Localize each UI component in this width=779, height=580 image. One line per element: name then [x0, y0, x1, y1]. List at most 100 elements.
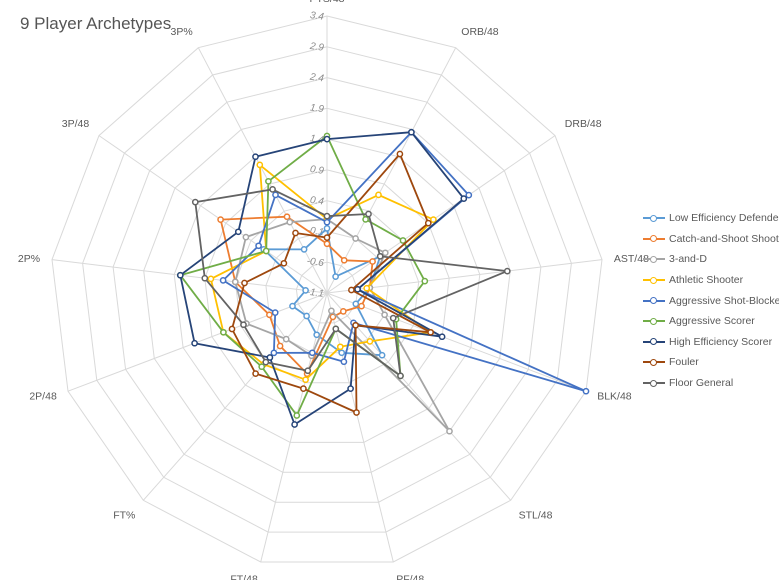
data-point — [191, 339, 198, 347]
data-point — [302, 376, 309, 384]
axis-label: PF/48 — [396, 574, 424, 580]
data-point — [234, 228, 242, 236]
data-point — [399, 237, 407, 244]
series-line — [234, 218, 451, 433]
legend-item: Aggressive Scorer — [643, 311, 779, 332]
data-point — [446, 427, 453, 435]
data-point — [381, 311, 388, 319]
grid-ring — [51, 15, 603, 563]
data-point — [240, 321, 247, 329]
legend-item: Catch-and-Shoot Shooter — [643, 229, 779, 250]
grid-ring — [204, 169, 450, 413]
legend-swatch — [643, 234, 665, 244]
data-point — [363, 284, 371, 292]
data-point — [421, 277, 429, 285]
data-point — [336, 343, 344, 351]
data-point — [270, 349, 278, 357]
data-point — [256, 161, 264, 169]
series-floor-general — [191, 186, 511, 380]
data-point — [347, 385, 354, 392]
data-point — [460, 195, 468, 202]
grid-ring — [143, 107, 511, 473]
legend-marker — [650, 214, 657, 222]
data-point — [332, 325, 340, 333]
series-line — [219, 215, 374, 375]
data-point — [375, 191, 382, 199]
data-point — [369, 258, 376, 265]
legend-marker — [650, 235, 657, 243]
data-point — [219, 277, 227, 284]
data-point — [300, 385, 307, 392]
data-point — [272, 191, 279, 199]
data-point — [176, 271, 184, 279]
data-point — [217, 216, 224, 223]
axis-spoke — [326, 135, 556, 294]
axis-label: BLK/48 — [597, 391, 632, 403]
data-point — [258, 363, 266, 371]
tick-label: 2.4 — [308, 72, 325, 85]
legend-label: Aggressive Shot-Blocker — [669, 294, 779, 307]
data-point — [354, 285, 361, 293]
legend-swatch — [643, 337, 665, 347]
axis-label: STL/48 — [519, 509, 553, 521]
legend-swatch — [643, 213, 665, 223]
data-point — [252, 153, 259, 161]
data-point — [269, 186, 276, 193]
axis-label: AST/48 — [614, 253, 649, 265]
tick-label: -0.6 — [306, 256, 325, 269]
data-point — [265, 177, 272, 185]
data-point — [266, 354, 274, 361]
data-point — [582, 387, 590, 395]
radar-grid — [51, 15, 603, 563]
axis-label: FT% — [113, 509, 135, 521]
data-point — [289, 302, 296, 310]
legend-item: 3-and-D — [643, 249, 779, 270]
legend-swatch — [643, 357, 665, 367]
legend-label: Low Efficiency Defender — [669, 212, 779, 225]
data-point — [332, 273, 339, 280]
legend-swatch — [643, 254, 665, 264]
legend-marker — [650, 255, 657, 263]
data-point — [303, 312, 310, 320]
data-point — [323, 212, 331, 220]
legend-marker — [650, 276, 657, 284]
data-point — [323, 234, 331, 241]
tick-label: 1.9 — [309, 102, 325, 115]
data-point — [293, 412, 301, 419]
data-point — [465, 191, 473, 199]
legend-label: High Efficiency Scorer — [669, 335, 773, 348]
axis-label: PTS/48 — [309, 0, 344, 5]
legend-item: Athletic Shooter — [643, 270, 779, 291]
tick-label: 0.4 — [309, 195, 325, 208]
axis-spoke — [326, 292, 587, 392]
data-point — [430, 216, 437, 223]
grid-ring — [173, 138, 481, 443]
legend-marker — [650, 297, 657, 305]
tick-label: -1.1 — [306, 287, 325, 300]
axis-spoke — [326, 292, 394, 563]
legend-label: Aggressive Scorer — [669, 315, 755, 328]
legend-marker — [650, 317, 657, 325]
data-point — [328, 307, 335, 315]
data-point — [340, 358, 348, 366]
radar-tick-labels: -1.1-0.6-0.10.40.91.41.92.42.93.4 — [306, 10, 325, 300]
data-point — [348, 286, 355, 294]
axis-label: 2P/48 — [29, 391, 57, 403]
data-point — [280, 259, 288, 267]
axis-spoke — [142, 292, 328, 501]
data-point — [408, 128, 415, 136]
data-point — [292, 229, 299, 237]
legend-label: Floor General — [669, 377, 734, 390]
grid-ring — [82, 46, 572, 533]
data-point — [323, 225, 331, 232]
data-point — [362, 216, 369, 223]
data-point — [252, 370, 259, 377]
data-point — [276, 342, 284, 350]
series-line — [231, 153, 432, 414]
legend-item: Aggressive Shot-Blocker — [643, 290, 779, 311]
axis-label: 3P/48 — [62, 118, 90, 130]
data-point — [242, 233, 250, 241]
data-point — [283, 213, 291, 221]
axis-spoke — [98, 135, 328, 294]
